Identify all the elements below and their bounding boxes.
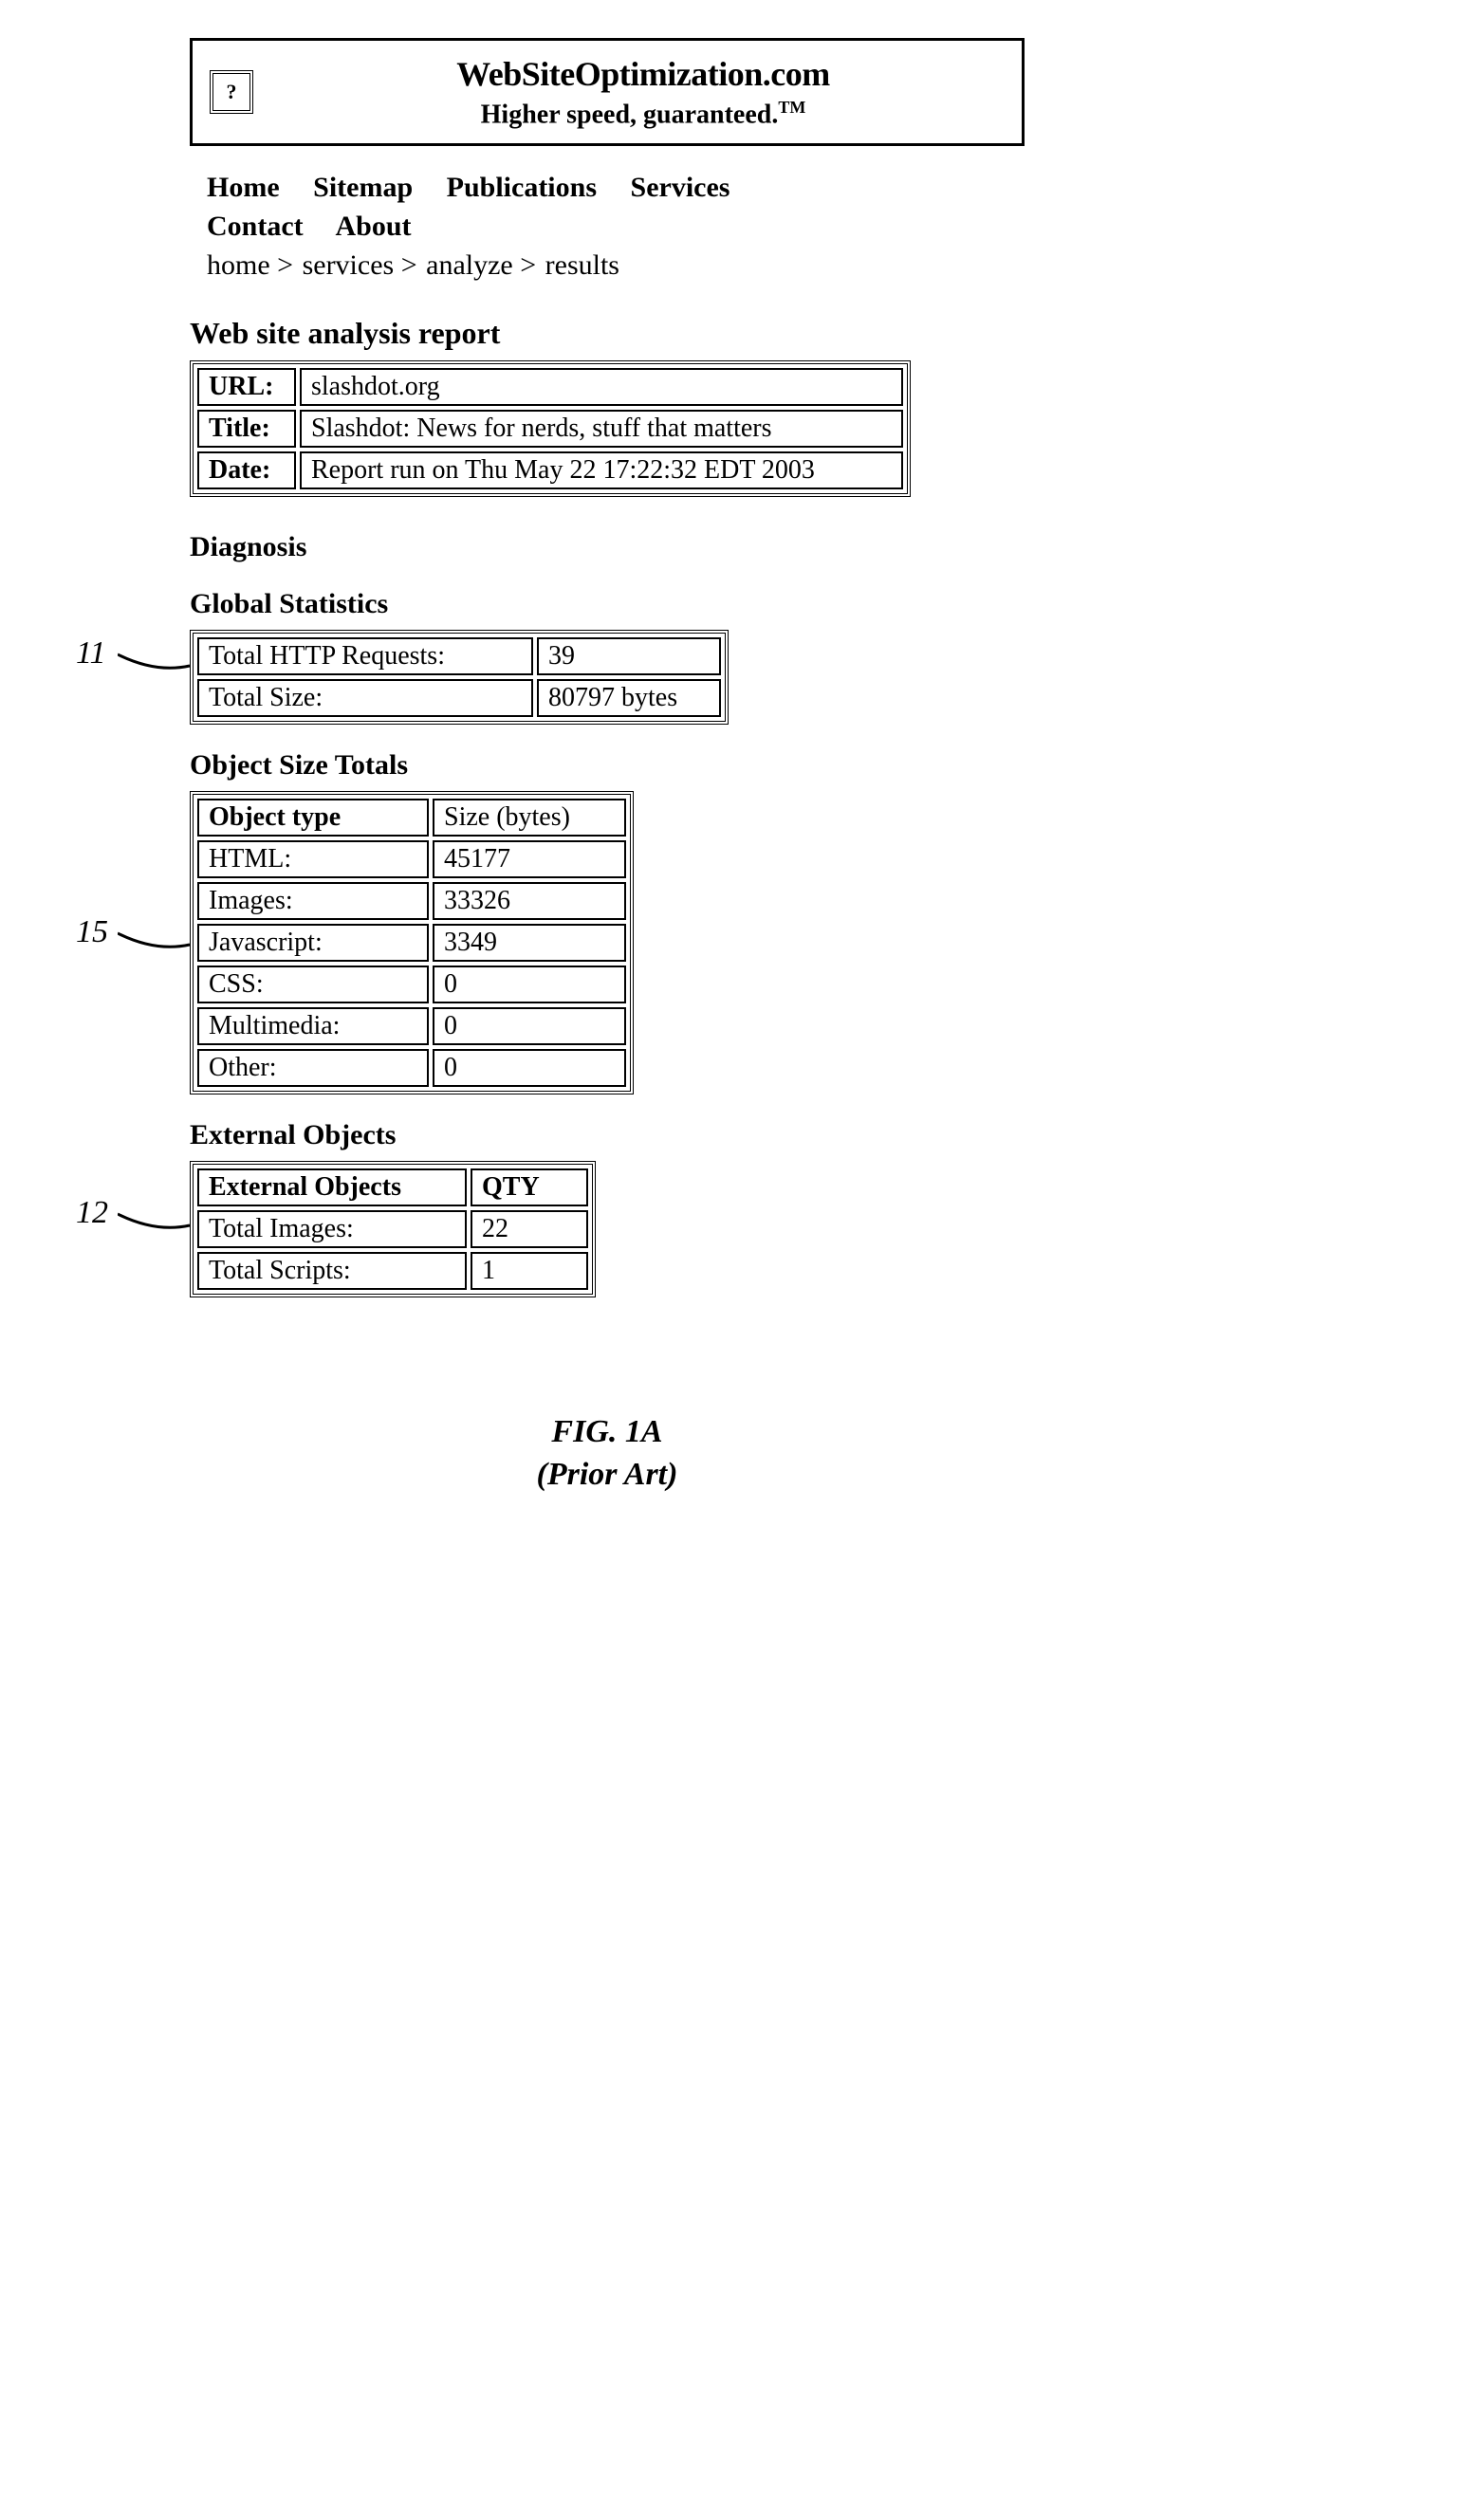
crumb-results[interactable]: results (545, 249, 619, 281)
eo-label-images: Total Images: (197, 1210, 467, 1248)
eo-header-label: External Objects (197, 1168, 467, 1206)
heading-object-size: Object Size Totals (190, 749, 1025, 782)
table-row: Other:0 (197, 1049, 626, 1087)
meta-value-url: slashdot.org (300, 368, 903, 406)
table-row: Multimedia:0 (197, 1007, 626, 1045)
table-row: Total Images:22 (197, 1210, 588, 1248)
gs-label-size: Total Size: (197, 679, 533, 717)
gs-value-size: 80797 bytes (537, 679, 721, 717)
crumb-services[interactable]: services (303, 249, 395, 281)
crumb-home[interactable]: home (207, 249, 270, 281)
callout-line-icon (118, 926, 194, 954)
gs-value-requests: 39 (537, 637, 721, 675)
site-banner: ? WebSiteOptimization.com Higher speed, … (190, 38, 1025, 146)
breadcrumb: home > services > analyze > results (190, 248, 1025, 299)
table-row: Date: Report run on Thu May 22 17:22:32 … (197, 451, 903, 489)
table-row: External Objects QTY (197, 1168, 588, 1206)
table-row: Total HTTP Requests: 39 (197, 637, 721, 675)
table-row: Javascript:3349 (197, 924, 626, 962)
nav-item-sitemap[interactable]: Sitemap (313, 172, 413, 203)
meta-label-date: Date: (197, 451, 296, 489)
os-label-images: Images: (197, 882, 429, 920)
table-report-meta: URL: slashdot.org Title: Slashdot: News … (190, 360, 911, 497)
table-row: Object type Size (bytes) (197, 799, 626, 837)
crumb-sep: > (277, 249, 295, 281)
table-external-objects: External Objects QTY Total Images:22 Tot… (190, 1161, 596, 1297)
table-row: Total Scripts:1 (197, 1252, 588, 1290)
os-value-other: 0 (433, 1049, 626, 1087)
meta-label-title: Title: (197, 410, 296, 448)
gs-label-requests: Total HTTP Requests: (197, 637, 533, 675)
nav-item-services[interactable]: Services (631, 172, 730, 203)
eo-label-scripts: Total Scripts: (197, 1252, 467, 1290)
os-label-css: CSS: (197, 966, 429, 1003)
callout-11: 11 (76, 635, 105, 671)
banner-tagline-text: Higher speed, guaranteed. (481, 100, 779, 129)
table-row: Title: Slashdot: News for nerds, stuff t… (197, 410, 903, 448)
meta-value-title: Slashdot: News for nerds, stuff that mat… (300, 410, 903, 448)
heading-global-stats: Global Statistics (190, 588, 1025, 620)
nav-item-publications[interactable]: Publications (447, 172, 597, 203)
banner-help-icon: ? (210, 70, 253, 114)
os-label-multimedia: Multimedia: (197, 1007, 429, 1045)
eo-value-images: 22 (471, 1210, 588, 1248)
table-row: Total Size: 80797 bytes (197, 679, 721, 717)
os-value-images: 33326 (433, 882, 626, 920)
crumb-sep: > (401, 249, 419, 281)
tm-mark: TM (778, 98, 805, 117)
os-header-size: Size (bytes) (433, 799, 626, 837)
crumb-sep: > (520, 249, 538, 281)
os-value-javascript: 3349 (433, 924, 626, 962)
meta-value-date: Report run on Thu May 22 17:22:32 EDT 20… (300, 451, 903, 489)
os-value-html: 45177 (433, 840, 626, 878)
os-header-type: Object type (197, 799, 429, 837)
table-global-stats: Total HTTP Requests: 39 Total Size: 8079… (190, 630, 729, 725)
banner-tagline: Higher speed, guaranteed.TM (282, 98, 1005, 130)
table-row: URL: slashdot.org (197, 368, 903, 406)
os-label-javascript: Javascript: (197, 924, 429, 962)
eo-header-qty: QTY (471, 1168, 588, 1206)
callout-12: 12 (76, 1195, 108, 1231)
table-row: HTML:45177 (197, 840, 626, 878)
table-row: CSS:0 (197, 966, 626, 1003)
callout-15: 15 (76, 914, 108, 950)
top-nav: Home Sitemap Publications Services Conta… (190, 163, 1025, 248)
figure-caption: FIG. 1A (Prior Art) (190, 1411, 1025, 1495)
heading-report: Web site analysis report (190, 316, 1025, 351)
os-value-multimedia: 0 (433, 1007, 626, 1045)
nav-item-about[interactable]: About (336, 211, 412, 242)
table-row: Images:33326 (197, 882, 626, 920)
banner-icon-glyph: ? (227, 80, 237, 104)
meta-label-url: URL: (197, 368, 296, 406)
heading-external-objects: External Objects (190, 1119, 1025, 1151)
nav-item-home[interactable]: Home (207, 172, 280, 203)
os-value-css: 0 (433, 966, 626, 1003)
callout-line-icon (118, 1206, 194, 1235)
crumb-analyze[interactable]: analyze (426, 249, 513, 281)
figure-caption-line2: (Prior Art) (190, 1454, 1025, 1496)
callout-line-icon (118, 647, 194, 675)
table-object-size: Object type Size (bytes) HTML:45177 Imag… (190, 791, 634, 1094)
figure-caption-line1: FIG. 1A (190, 1411, 1025, 1453)
heading-diagnosis: Diagnosis (190, 531, 1025, 563)
nav-item-contact[interactable]: Contact (207, 211, 304, 242)
banner-title: WebSiteOptimization.com (282, 54, 1005, 94)
os-label-other: Other: (197, 1049, 429, 1087)
banner-text: WebSiteOptimization.com Higher speed, gu… (282, 54, 1005, 130)
eo-value-scripts: 1 (471, 1252, 588, 1290)
os-label-html: HTML: (197, 840, 429, 878)
